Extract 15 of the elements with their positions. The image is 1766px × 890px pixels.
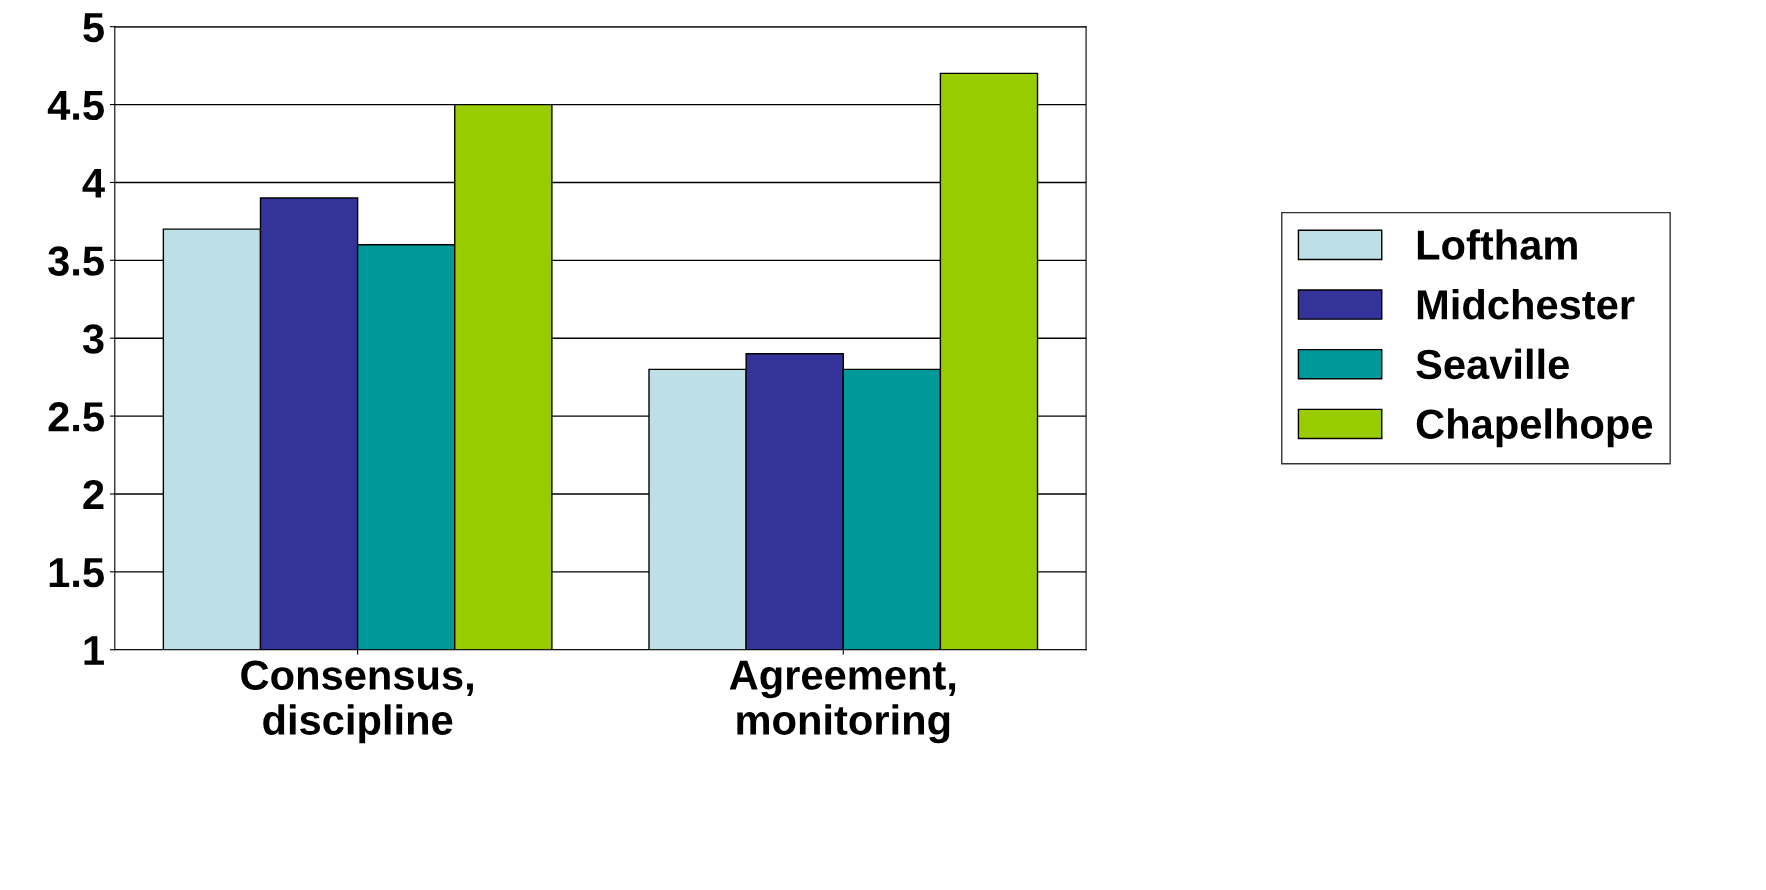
y-tick-label: 4.5 [47,91,104,121]
legend-label: Seaville [1416,348,1569,380]
y-tick-label: 1 [84,636,104,665]
y-tick-label: 2 [83,479,104,510]
y-tick-label: 2.5 [48,402,104,432]
legend-label: Loftham [1417,229,1577,260]
x-tick-label: Agreement, monitoring [729,660,956,744]
y-tick-label: 4 [82,168,105,198]
legend-label: Midchester [1417,288,1635,320]
y-tick-label: 3 [82,324,104,354]
y-tick-label: 5 [83,13,104,43]
legend-label: Chapelhope [1416,408,1653,448]
x-tick-label: Consensus, discipline [241,660,473,744]
y-tick-label: 1.5 [49,558,104,588]
y-tick-label: 3.5 [48,246,104,276]
